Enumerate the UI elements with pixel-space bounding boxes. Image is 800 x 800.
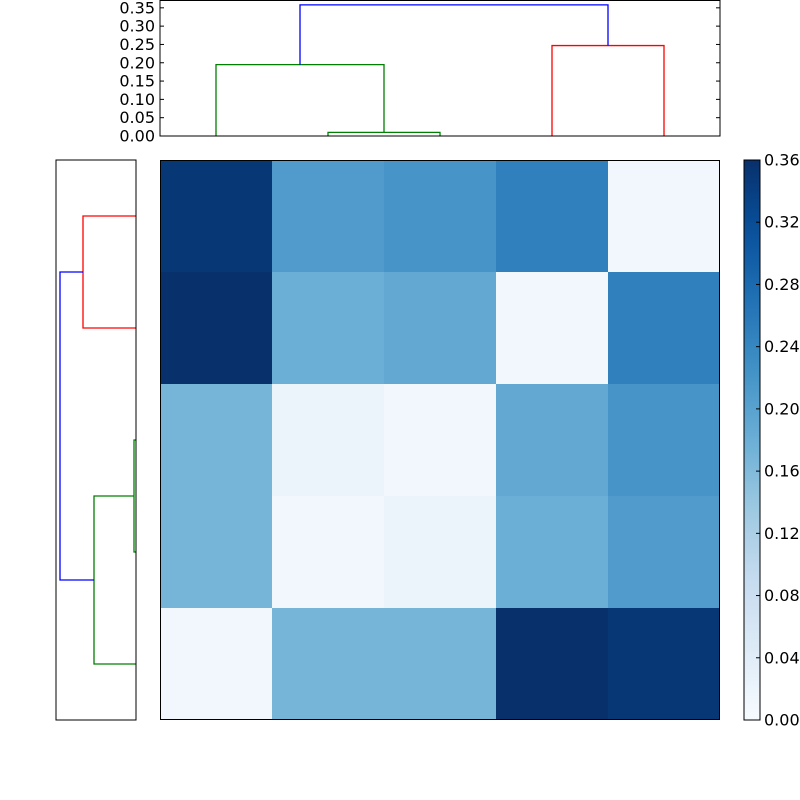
top-dendrogram-frame [159, 0, 721, 137]
ytick-label: 0.00 [119, 127, 155, 146]
heatmap-cell [608, 272, 721, 385]
colorbar-tick-label: 0.04 [764, 648, 800, 667]
heatmap-cell [272, 272, 385, 385]
colorbar-tick-label: 0.16 [764, 462, 800, 481]
heatmap-cell [608, 384, 721, 497]
left-dendrogram [0, 150, 150, 730]
left-dendrogram-plot [55, 159, 137, 721]
colorbar-tick-label: 0.20 [764, 399, 800, 418]
heatmap-cell [384, 608, 497, 721]
ytick-label: 0.10 [119, 90, 155, 109]
heatmap-plot [160, 160, 721, 721]
heatmap-cell [160, 384, 273, 497]
heatmap-cell [160, 608, 273, 721]
ytick-label: 0.25 [119, 35, 155, 54]
colorbar-tick-label: 0.12 [764, 524, 800, 543]
heatmap-cell [496, 272, 609, 385]
ytick-label: 0.05 [119, 108, 155, 127]
colorbar-gradient [743, 159, 761, 721]
heatmap-cell [272, 384, 385, 497]
colorbar-tick-label: 0.32 [764, 213, 800, 232]
heatmap-cell [272, 608, 385, 721]
colorbar-tick-label: 0.36 [764, 151, 800, 170]
heatmap-cell [496, 160, 609, 273]
top-dendrogram-plot: 0.000.050.100.150.200.250.300.35 [119, 0, 721, 146]
heatmap-cell [608, 608, 721, 721]
heatmap-cell [384, 384, 497, 497]
link-0-1 [82, 215, 136, 329]
colorbar-tick-label: 0.28 [764, 275, 800, 294]
colorbar-tick-label: 0.24 [764, 337, 800, 356]
ytick-label: 0.20 [119, 53, 155, 72]
top-dendrogram: 0.00 0.05 0.10 0.15 0.20 0.25 0.30 0.35 [0, 0, 800, 150]
ytick-label: 0.15 [119, 72, 155, 91]
ytick-label: 0.35 [119, 0, 155, 17]
heatmap-cell [160, 272, 273, 385]
colorbar-plot: 0.00 0.04 0.08 0.12 0.16 0.20 0.24 0.28 0.32 0.36 [743, 151, 800, 730]
link-1-2 [327, 131, 441, 136]
heatmap-frame [160, 160, 720, 720]
link-root [59, 271, 94, 581]
heatmap-cell [384, 160, 497, 273]
heatmap-cell [272, 160, 385, 273]
heatmap-cell [272, 496, 385, 609]
heatmap-cell [608, 160, 721, 273]
heatmap-cell [496, 608, 609, 721]
colorbar-tick-label: 0.00 [764, 711, 800, 730]
left-dendrogram-frame [55, 159, 137, 721]
ytick-label: 0.30 [119, 17, 155, 36]
heatmap-cell [384, 272, 497, 385]
colorbar-tick-label: 0.08 [764, 586, 800, 605]
colorbar: 0.00 0.04 0.08 0.12 0.16 0.20 0.24 0.28 0.32 0.36 [735, 150, 800, 730]
heatmap-cell [160, 160, 273, 273]
heatmap-cell [160, 496, 273, 609]
heatmap-cell [384, 496, 497, 609]
link-0-12 [215, 63, 385, 136]
heatmap-cell [496, 384, 609, 497]
link-root [299, 4, 609, 65]
link-3-4 [551, 44, 665, 136]
heatmap-cell [496, 496, 609, 609]
link-23-4 [93, 495, 136, 665]
heatmap [160, 160, 721, 721]
heatmap-cell [608, 496, 721, 609]
